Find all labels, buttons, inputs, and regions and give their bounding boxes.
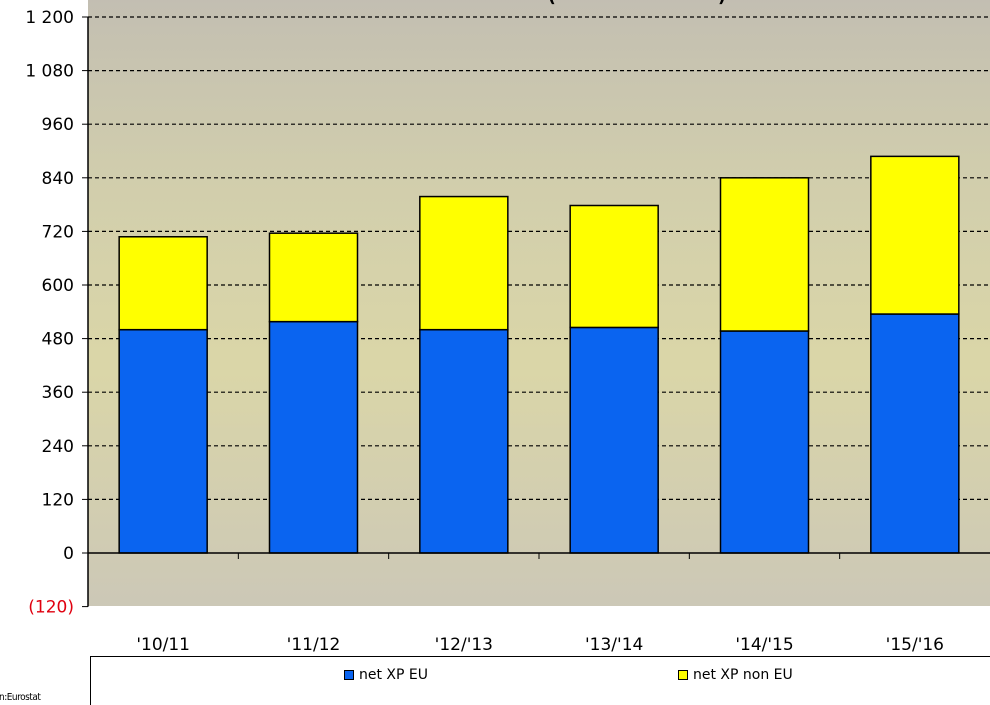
- legend-item-eu: net XP EU: [344, 667, 428, 683]
- y-tick-label: 840: [42, 169, 74, 189]
- x-tick-label: '11/12: [287, 635, 341, 655]
- legend-label-eu: net XP EU: [359, 667, 429, 683]
- bar-net-xp-eu: [870, 313, 960, 554]
- legend-swatch-eu: [344, 670, 354, 680]
- chart-title-fragment-end: ): [718, 0, 726, 7]
- bar-net-xp-eu: [569, 326, 659, 554]
- y-tick-label: 240: [42, 437, 74, 457]
- legend: net XP EU net XP non EU: [90, 656, 990, 705]
- axes: [82, 16, 990, 608]
- bar-net-xp-eu: [118, 328, 208, 554]
- legend-swatch-non-eu: [678, 670, 688, 680]
- y-tick-label: 480: [42, 330, 74, 350]
- grid-lines: [88, 16, 990, 500]
- legend-label-non-eu: net XP non EU: [693, 667, 793, 683]
- x-tick-label: '10/11: [136, 635, 190, 655]
- x-tick-labels: '10/11 '11/12 '12/'13 '13/'14 '14/'15 '15/'16: [136, 635, 944, 655]
- x-tick-label: '12/'13: [435, 635, 493, 655]
- bar-net-xp-non-eu: [870, 155, 960, 315]
- plot-background: [88, 0, 990, 606]
- bar-net-xp-non-eu: [419, 195, 509, 331]
- y-tick-label: 120: [42, 490, 74, 510]
- bar-net-xp-eu: [719, 330, 810, 554]
- source-note: on:Eurostat: [0, 692, 41, 703]
- y-tick-label: 720: [42, 222, 74, 242]
- y-tick-label: 1 080: [25, 62, 74, 82]
- bar-net-xp-non-eu: [569, 204, 659, 329]
- chart-title-fragment: (: [548, 0, 556, 7]
- y-tick-label: (120): [28, 598, 74, 618]
- legend-item-non-eu: net XP non EU: [678, 667, 793, 683]
- y-tick-label: 600: [42, 276, 74, 296]
- bar-net-xp-non-eu: [719, 177, 810, 332]
- y-tick-label: 1 200: [25, 8, 74, 28]
- bar-net-xp-eu: [419, 328, 509, 554]
- bar-net-xp-non-eu: [118, 236, 208, 331]
- x-tick-label: '14/'15: [735, 635, 793, 655]
- y-tick-labels: 1 200 1 080 960 840 720 600 480 360 240 120 0 (120): [25, 8, 74, 618]
- x-tick-label: '15/'16: [886, 635, 944, 655]
- y-tick-label: 960: [42, 115, 74, 135]
- bar-net-xp-non-eu: [268, 232, 359, 323]
- y-tick-label: 0: [63, 544, 74, 564]
- bar-net-xp-eu: [268, 320, 359, 554]
- y-tick-label: 360: [42, 383, 74, 403]
- x-tick-label: '13/'14: [585, 635, 643, 655]
